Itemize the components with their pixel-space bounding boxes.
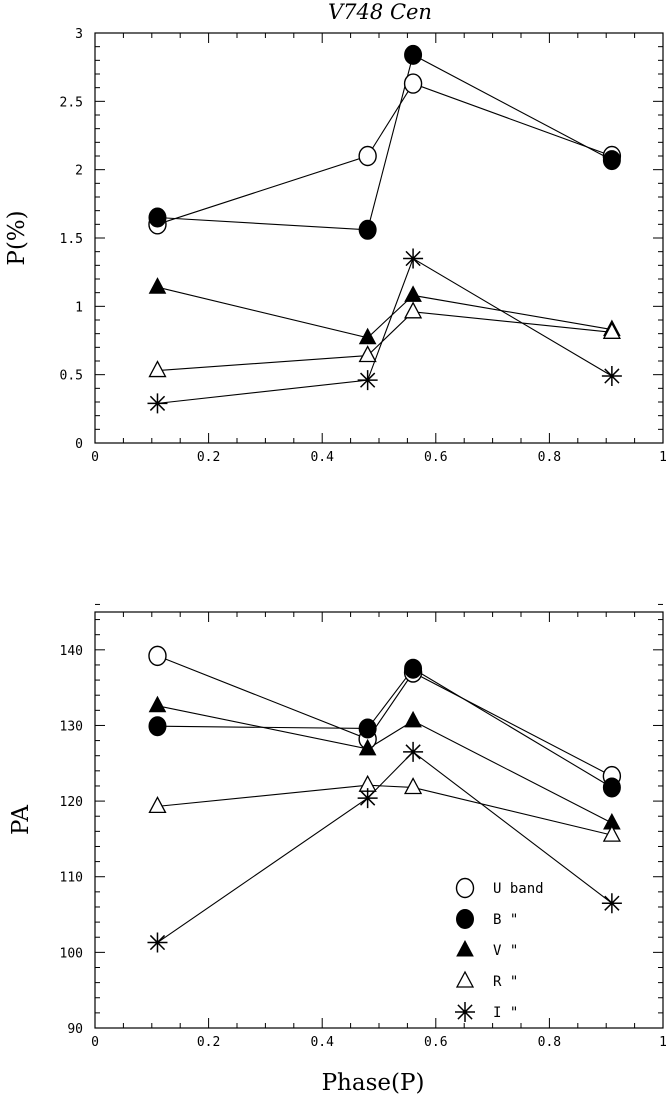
- y-tick-label: 0: [75, 437, 83, 452]
- y-tick-label: 90: [67, 1022, 83, 1037]
- data-point: [358, 738, 377, 756]
- series-line: [157, 668, 613, 788]
- x-tick-label: 0.6: [424, 1035, 447, 1050]
- legend-marker: [455, 877, 475, 899]
- series-line: [157, 286, 612, 339]
- legend-label: U band: [493, 881, 544, 897]
- data-point: [403, 301, 423, 319]
- series-line: [157, 311, 612, 372]
- series-line: [157, 751, 613, 943]
- y-tick-label: 1: [75, 300, 83, 315]
- y-axis-label: P(%): [4, 210, 30, 265]
- data-point: [357, 788, 378, 809]
- data-point: [358, 718, 377, 739]
- data-point: [404, 710, 422, 728]
- x-tick-label: 0.2: [197, 450, 220, 465]
- legend-marker: [455, 970, 475, 988]
- data-point: [358, 345, 377, 363]
- legend-marker: [456, 909, 474, 929]
- y-tick-label: 100: [60, 946, 83, 961]
- data-point: [148, 277, 167, 294]
- x-tick-label: 0.4: [310, 1035, 334, 1050]
- y-tick-label: 3: [75, 27, 83, 42]
- series-line: [157, 82, 613, 225]
- y-axis-label: PA: [8, 805, 34, 835]
- data-point: [404, 658, 423, 679]
- legend-label: I ": [493, 1005, 518, 1021]
- y-tick-label: 2: [75, 164, 83, 179]
- data-point: [148, 695, 167, 713]
- x-axis-label: Phase(P): [322, 1070, 425, 1096]
- data-point: [403, 741, 424, 762]
- data-point: [403, 73, 423, 94]
- x-tick-label: 0.2: [197, 1035, 220, 1050]
- series-line: [157, 784, 613, 836]
- data-point: [358, 327, 377, 345]
- legend-marker: [456, 939, 474, 957]
- plot-frame: [94, 32, 664, 444]
- x-tick-label: 0.6: [424, 450, 447, 465]
- data-point: [148, 796, 167, 814]
- chart-title: V748 Cen: [328, 0, 432, 24]
- data-point: [148, 207, 167, 228]
- y-tick-label: 110: [60, 871, 83, 886]
- data-point: [404, 285, 422, 302]
- data-point: [148, 716, 167, 737]
- legend-label: B ": [493, 912, 518, 928]
- data-point: [147, 393, 168, 414]
- x-tick-label: 1: [659, 450, 666, 465]
- data-point: [602, 150, 621, 171]
- y-tick-label: 120: [60, 795, 83, 810]
- x-tick-label: 0: [91, 1035, 99, 1050]
- data-point: [601, 893, 622, 914]
- series-line: [157, 54, 613, 231]
- legend-label: V ": [493, 943, 518, 959]
- polarization-panel: 0 0.2 0.4 0.6 0.8 1 0 0.5 1 1.5 2 2.5 3 P(%): [4, 27, 666, 465]
- x-tick-label: 0: [91, 450, 99, 465]
- x-tick-label: 0.8: [538, 450, 561, 465]
- data-point: [358, 145, 377, 167]
- data-point: [357, 370, 378, 391]
- y-tick-label: 2.5: [60, 95, 83, 110]
- series-line: [157, 655, 613, 777]
- series-line: [157, 257, 613, 404]
- legend: U band B " V " R " I ": [455, 877, 544, 1022]
- data-point: [601, 366, 622, 387]
- data-point: [602, 321, 621, 339]
- x-tick-label: 0.4: [310, 450, 334, 465]
- data-point: [602, 777, 621, 798]
- data-point: [148, 360, 167, 378]
- plot-frame: [94, 611, 664, 1029]
- y-tick-label: 0.5: [60, 369, 83, 384]
- data-point: [148, 645, 167, 667]
- legend-label: R ": [493, 974, 518, 990]
- x-tick-label: 1: [659, 1035, 666, 1050]
- series-line: [157, 705, 613, 824]
- y-tick-label: 1.5: [60, 232, 83, 247]
- data-point: [602, 824, 621, 842]
- data-point: [403, 777, 423, 795]
- data-point: [358, 219, 377, 240]
- data-point: [147, 932, 168, 953]
- y-tick-label: 140: [60, 644, 83, 659]
- position-angle-panel: 0 0.2 0.4 0.6 0.8 1 90 100 110 120 130 140 PA Phase(P…: [8, 603, 666, 1096]
- y-tick-label: 130: [60, 719, 83, 734]
- data-point: [404, 44, 423, 65]
- x-tick-label: 0.8: [538, 1035, 561, 1050]
- data-point: [403, 248, 424, 269]
- legend-marker: [455, 1002, 475, 1022]
